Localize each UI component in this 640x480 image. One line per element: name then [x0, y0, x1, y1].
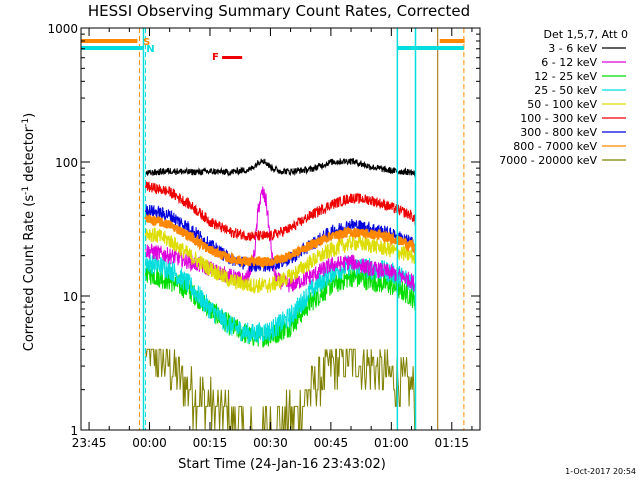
x-tick-label: 23:45 — [72, 436, 107, 450]
legend-label: 3 - 6 keV — [548, 42, 597, 55]
series-line-3 — [145, 252, 416, 344]
legend-label: 300 - 800 keV — [520, 126, 597, 139]
x-tick-label: 00:00 — [132, 436, 167, 450]
y-tick-label: 1000 — [47, 22, 78, 36]
legend-label: 12 - 25 keV — [534, 70, 597, 83]
flare-bar — [222, 56, 243, 59]
series-line-5 — [145, 181, 416, 241]
plot-frame — [80, 27, 481, 431]
legend-label: 25 - 50 keV — [534, 84, 597, 97]
saa-label: S — [143, 37, 150, 48]
y-axis-label-sup2: -1 — [21, 118, 31, 127]
y-tick-label: 1 — [70, 424, 78, 438]
x-tick-label: 00:15 — [193, 436, 228, 450]
timestamp: 1-Oct-2017 20:54 — [565, 467, 636, 476]
legend-label: 50 - 100 keV — [527, 98, 597, 111]
y-tick-label: 10 — [63, 290, 78, 304]
series-line-7 — [144, 213, 417, 269]
night-bar-1 — [81, 46, 144, 50]
series-line-8 — [145, 348, 416, 431]
chart-title: HESSI Observing Summary Count Rates, Cor… — [88, 2, 470, 20]
x-axis-label: Start Time (24-Jan-16 23:43:02) — [178, 457, 386, 472]
x-tick-label: 01:00 — [374, 436, 409, 450]
flare-label: F — [212, 52, 219, 63]
y-axis-label-part3: ) — [22, 113, 37, 118]
series-line-4 — [145, 227, 416, 294]
y-axis-label-sup1: -1 — [21, 186, 31, 195]
legend-label: 800 - 7000 keV — [513, 140, 597, 153]
legend-label: 100 - 300 keV — [520, 112, 597, 125]
y-axis-label-part1: Corrected Count Rate (s — [22, 195, 37, 352]
legend-label: 7000 - 20000 keV — [499, 154, 597, 167]
legend-header: Det 1,5,7, Att 0 — [544, 28, 628, 41]
y-axis-label-part2: detector — [22, 126, 37, 186]
series-line-0 — [145, 158, 416, 178]
axes-layer: 23:45 00:00 00:15 00:30 00:45 01:00 01:15 1 10 10… — [47, 22, 481, 450]
x-tick-label: 00:30 — [253, 436, 288, 450]
x-tick-label: 00:45 — [314, 436, 349, 450]
saa-bar-2 — [439, 39, 465, 43]
y-axis-label: Corrected Count Rate (s-1 detector-1) — [21, 113, 37, 351]
y-tick-label: 100 — [55, 156, 78, 170]
legend-label: 6 - 12 keV — [541, 56, 597, 69]
x-tick-label: 01:15 — [434, 436, 469, 450]
indicator-layer: SN F — [81, 28, 465, 430]
saa-bar-1 — [81, 39, 138, 43]
series-layer — [144, 158, 417, 431]
night-bar-2 — [397, 46, 464, 50]
night-label: N — [146, 44, 154, 55]
